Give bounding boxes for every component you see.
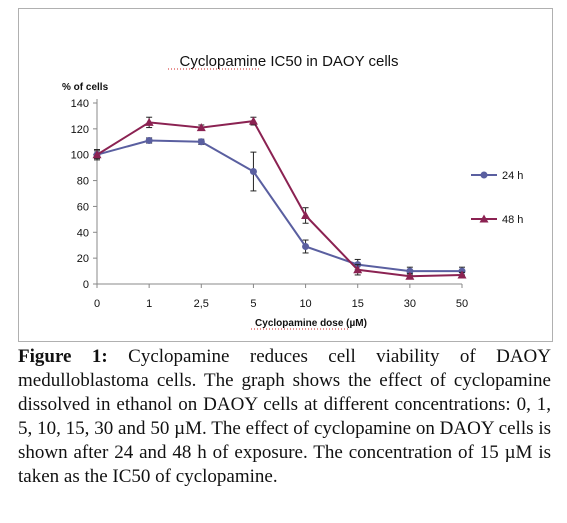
chart-container: Cyclopamine IC50 in DAOY cells % of cell… [18, 8, 553, 342]
x-tick-label: 2,5 [194, 298, 209, 310]
data-point [248, 116, 258, 125]
legend-marker [479, 214, 489, 223]
x-tick-label: 50 [456, 298, 468, 310]
y-tick-label: 80 [77, 176, 89, 188]
data-point [196, 123, 206, 132]
x-tick-label: 1 [146, 298, 152, 310]
series-layer [92, 116, 467, 280]
data-point [406, 267, 414, 275]
data-point [144, 117, 154, 126]
x-axis-label: Cyclopamine dose (µM) [255, 318, 367, 329]
line-chart: Cyclopamine IC50 in DAOY cells % of cell… [62, 53, 523, 330]
series-0 [93, 136, 466, 276]
y-tick-label: 120 [71, 124, 89, 136]
legend-item: 48 h [471, 214, 523, 226]
data-point [301, 210, 311, 219]
y-tick-label: 20 [77, 253, 89, 265]
series-line [96, 139, 462, 273]
data-point [92, 150, 102, 159]
data-point [197, 138, 205, 146]
y-tick-label: 100 [71, 150, 89, 162]
y-tick-label: 140 [71, 98, 89, 110]
legend-item: 24 h [471, 170, 523, 182]
data-point [145, 136, 153, 144]
x-tick-label: 30 [404, 298, 416, 310]
data-point [405, 271, 415, 280]
y-axis-label: % of cells [62, 82, 109, 93]
y-tick-label: 40 [77, 227, 89, 239]
chart-title: Cyclopamine IC50 in DAOY cells [180, 53, 399, 70]
legend: 24 h 48 h [471, 170, 523, 226]
caption-text: Cyclopamine reduces cell viability of DA… [18, 346, 551, 487]
legend-label: 48 h [502, 214, 523, 226]
series-line [96, 120, 463, 278]
x-tick-label: 5 [250, 298, 256, 310]
y-tick-label: 60 [77, 201, 89, 213]
data-point [302, 243, 310, 251]
legend-label: 24 h [502, 170, 523, 182]
y-tick-label: 0 [83, 279, 89, 291]
data-point [353, 265, 363, 274]
legend-marker [480, 171, 488, 179]
x-tick-label: 10 [299, 298, 311, 310]
series-1 [92, 116, 467, 280]
x-tick-label: 15 [352, 298, 364, 310]
figure-caption: Figure 1: Cyclopamine reduces cell viabi… [18, 345, 551, 489]
axes: 0 20 40 60 80 100 120 140 0 1 2,5 5 10 15 30 50 [71, 98, 468, 310]
data-point [457, 270, 467, 279]
x-tick-label: 0 [94, 298, 100, 310]
caption-label: Figure 1: [18, 346, 108, 367]
data-point [249, 168, 257, 176]
